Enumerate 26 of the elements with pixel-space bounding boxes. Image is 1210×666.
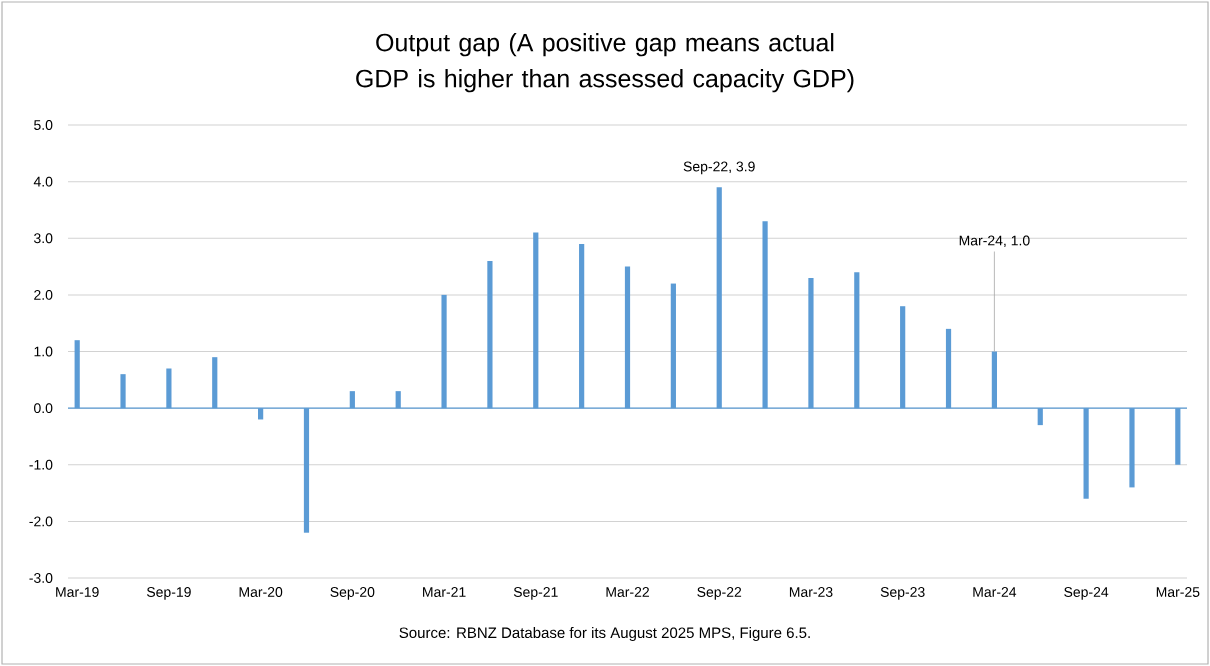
x-tick-label: Mar-21: [423, 587, 466, 597]
y-tick-label: -2.0: [29, 516, 53, 527]
x-tick-label: Sep-21: [513, 587, 558, 600]
y-tick-label: 5.0: [34, 120, 53, 130]
chart-title: Output gap (A positive gap means actual GDP is higher than assessed capacity GDP): [356, 33, 854, 93]
x-tick-label: Mar-19: [56, 587, 99, 597]
source-note: Source: RBNZ Database for its August 2025 MPS, Figure 6.5.: [399, 627, 810, 641]
y-tick-label: 3.0: [34, 233, 53, 244]
x-tick-label: Sep-22: [697, 587, 742, 600]
x-tick-label: Sep-23: [880, 587, 925, 600]
x-tick-label: Mar-22: [606, 587, 649, 597]
y-tick-label: -3.0: [29, 573, 53, 583]
y-tick-label: 2.0: [34, 289, 53, 300]
x-tick-label: Mar-23: [789, 587, 833, 597]
y-tick-label: 0.0: [34, 403, 53, 414]
y-tick-label: 4.0: [33, 176, 53, 187]
annotation: Sep-22, 3.9: [683, 161, 755, 175]
y-tick-label: -1.0: [29, 459, 53, 470]
x-tick-label: Mar-25: [1156, 587, 1200, 597]
y-tick-label: 1.0: [34, 346, 53, 357]
x-tick-label: Mar-24: [973, 587, 1017, 597]
x-tick-label: Sep-19: [146, 587, 191, 600]
x-tick-label: Sep-24: [1064, 587, 1109, 600]
annotation: Mar-24, 1.0: [959, 235, 1030, 248]
x-tick-label: Sep-20: [330, 587, 375, 600]
x-tick-label: Mar-20: [239, 587, 283, 597]
